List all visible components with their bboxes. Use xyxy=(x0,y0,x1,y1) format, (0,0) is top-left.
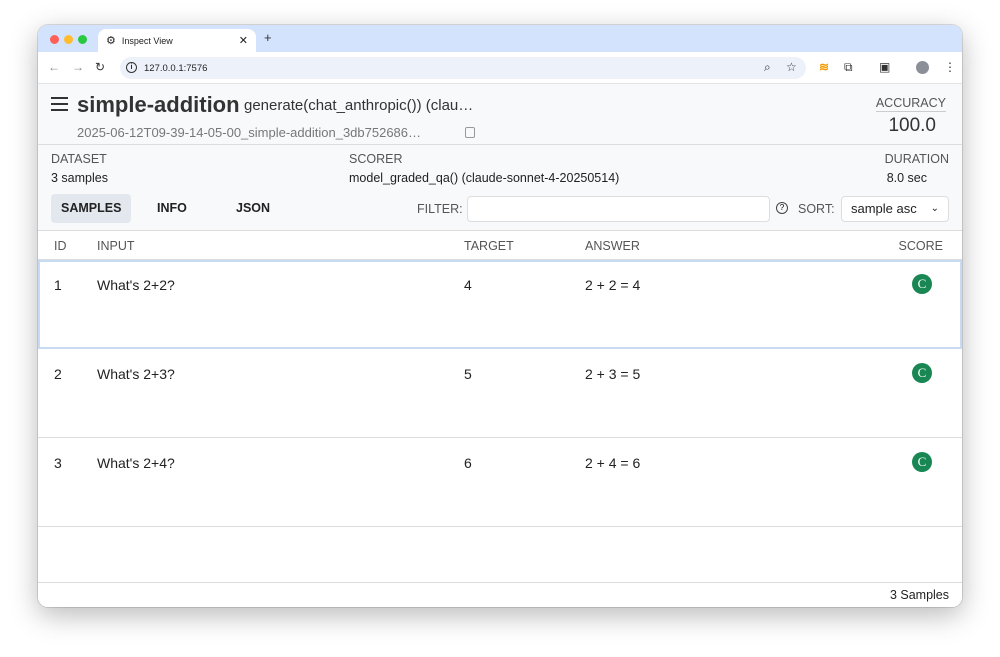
new-tab-button[interactable]: + xyxy=(264,30,272,45)
sample-id: 3 xyxy=(54,455,62,471)
menu-kebab-icon[interactable]: ⋮ xyxy=(944,60,956,74)
profile-avatar[interactable] xyxy=(916,61,929,74)
score-badge: C xyxy=(912,274,932,294)
samples-footer: 3 Samples xyxy=(38,582,962,607)
duration-value: 8.0 sec xyxy=(886,171,927,185)
extensions-icon[interactable]: ⧉ xyxy=(844,60,853,74)
scorer-label: SCORER xyxy=(349,152,403,166)
site-info-icon[interactable]: i xyxy=(126,62,137,73)
sample-input: What's 2+2? xyxy=(97,277,175,293)
sort-select[interactable]: sample asc ⌄ xyxy=(841,196,949,222)
table-row[interactable]: 1 What's 2+2? 4 2 + 2 = 4 C xyxy=(38,260,962,349)
help-icon[interactable]: ? xyxy=(776,202,788,214)
tabs-toolbar: SAMPLES INFO JSON FILTER: ? SORT: sample… xyxy=(38,192,962,231)
maximize-window-button[interactable] xyxy=(78,35,87,44)
inspect-app: simple-addition generate(chat_anthropic(… xyxy=(38,84,962,607)
column-score[interactable]: SCORE xyxy=(898,239,943,253)
back-icon[interactable]: ← xyxy=(48,60,60,74)
eval-header: simple-addition generate(chat_anthropic(… xyxy=(38,84,962,145)
sample-count: 3 Samples xyxy=(889,588,949,602)
sample-id: 1 xyxy=(54,277,62,293)
table-header: ID INPUT TARGET ANSWER SCORE xyxy=(38,231,962,260)
copy-icon[interactable] xyxy=(465,127,475,138)
sort-label: SORT: xyxy=(798,202,835,216)
tab-json[interactable]: JSON xyxy=(236,201,271,215)
gear-icon: ⚙ xyxy=(106,35,116,47)
table-row[interactable]: 2 What's 2+3? 5 2 + 3 = 5 C xyxy=(38,349,962,438)
table-row[interactable]: 3 What's 2+4? 6 2 + 4 = 6 C xyxy=(38,438,962,527)
tab-bar: ⚙ Inspect View ✕ + xyxy=(38,25,962,52)
rss-icon[interactable]: ≋ xyxy=(819,60,830,74)
column-input[interactable]: INPUT xyxy=(97,239,135,253)
sample-answer: 2 + 4 = 6 xyxy=(585,455,641,471)
minimize-window-button[interactable] xyxy=(64,35,73,44)
sample-input: What's 2+3? xyxy=(97,366,175,382)
close-tab-icon[interactable]: ✕ xyxy=(238,35,248,47)
column-answer[interactable]: ANSWER xyxy=(585,239,640,253)
dataset-label: DATASET xyxy=(51,152,107,166)
page-title: simple-addition xyxy=(77,92,240,117)
sample-target: 6 xyxy=(464,455,472,471)
column-id[interactable]: ID xyxy=(54,239,67,253)
reload-icon[interactable]: ↻ xyxy=(95,60,106,74)
address-bar-row: ← → ↻ i 127.0.0.1:7576 ⌕ ☆ ≋ ⧉ ▣ ⋮ xyxy=(38,52,962,84)
accuracy-value: 100.0 xyxy=(888,115,936,136)
dataset-value: 3 samples xyxy=(51,171,108,185)
sample-target: 4 xyxy=(464,277,472,293)
scorer-value: model_graded_qa() (claude-sonnet-4-20250… xyxy=(349,171,620,185)
sample-target: 5 xyxy=(464,366,472,382)
column-target[interactable]: TARGET xyxy=(464,239,514,253)
zoom-icon[interactable]: ⌕ xyxy=(764,60,771,74)
chevron-down-icon: ⌄ xyxy=(930,203,939,214)
browser-tab[interactable]: ⚙ Inspect View ✕ xyxy=(98,29,256,52)
duration-label: DURATION xyxy=(884,152,949,166)
eval-meta: DATASET 3 samples SCORER model_graded_qa… xyxy=(38,145,962,192)
hamburger-menu-icon[interactable] xyxy=(51,97,68,115)
close-window-button[interactable] xyxy=(50,35,59,44)
url-text: 127.0.0.1:7576 xyxy=(144,62,208,74)
tab-title: Inspect View xyxy=(121,35,173,46)
filter-label: FILTER: xyxy=(417,202,463,216)
url-bar[interactable]: i 127.0.0.1:7576 xyxy=(120,57,806,79)
sort-value: sample asc xyxy=(851,201,917,216)
browser-window: ⚙ Inspect View ✕ + ← → ↻ i 127.0.0.1:757… xyxy=(38,25,962,607)
accuracy-label: ACCURACY xyxy=(875,96,946,112)
sample-id: 2 xyxy=(54,366,62,382)
score-badge: C xyxy=(912,452,932,472)
score-badge: C xyxy=(912,363,932,383)
filter-input[interactable] xyxy=(467,196,770,222)
star-icon[interactable]: ☆ xyxy=(786,60,797,74)
tab-samples[interactable]: SAMPLES xyxy=(51,194,132,223)
sample-input: What's 2+4? xyxy=(97,455,175,471)
tab-info[interactable]: INFO xyxy=(157,201,187,215)
forward-icon[interactable]: → xyxy=(72,60,84,74)
tab-search-icon[interactable]: ▣ xyxy=(879,60,891,74)
model-subtitle: generate(chat_anthropic()) (clau… xyxy=(244,97,474,114)
log-id: 2025-06-12T09-39-14-05-00_simple-additio… xyxy=(77,125,422,140)
sample-answer: 2 + 2 = 4 xyxy=(585,277,641,293)
sample-answer: 2 + 3 = 5 xyxy=(585,366,641,382)
